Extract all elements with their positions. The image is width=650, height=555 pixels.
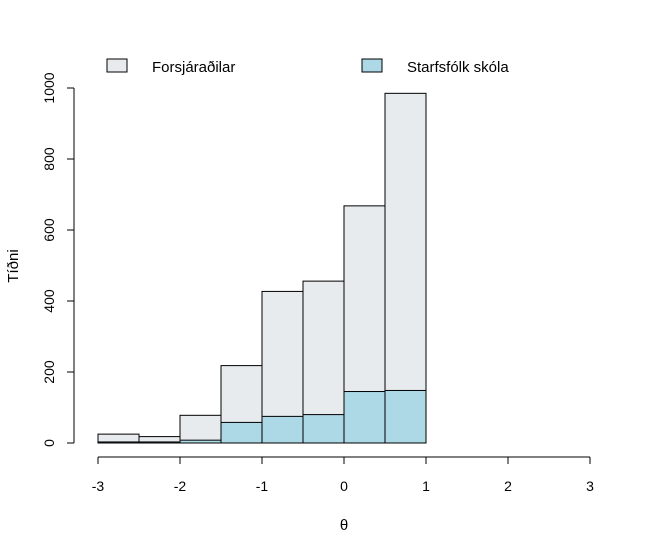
x-tick-label: -3 [92, 478, 105, 494]
bar-starfsfolk-skola-3 [220, 421, 263, 444]
x-tick-label: 0 [340, 478, 348, 494]
bar-starfsfolk-skola-7 [384, 389, 427, 444]
y-tick-label: 1000 [41, 72, 57, 103]
x-tick-label: 2 [504, 478, 512, 494]
y-tick-label: 800 [41, 147, 57, 171]
y-axis: 0 200 400 600 800 1000 [41, 72, 75, 447]
bar-starfsfolk-skola-0 [97, 441, 140, 444]
legend: Forsjáraðilar Starfsfólk skóla [106, 58, 509, 76]
legend-label-starfsfolk-skola: Starfsfólk skóla [407, 59, 509, 76]
x-axis: -3 -2 -1 0 1 2 3 [92, 456, 594, 494]
x-axis-label: θ [340, 517, 348, 534]
bar-forsjaradilar-2 [179, 414, 222, 444]
bars-layer [97, 92, 427, 444]
y-tick-label: 200 [41, 360, 57, 384]
x-tick-label: -1 [256, 478, 269, 494]
y-tick-label: 0 [41, 439, 57, 447]
bar-starfsfolk-skola-4 [261, 415, 304, 444]
y-tick-label: 600 [41, 218, 57, 242]
x-tick-label: 3 [586, 478, 594, 494]
y-tick-label: 400 [41, 289, 57, 313]
legend-swatch-starfsfolk-skola [361, 58, 383, 73]
bar-starfsfolk-skola-5 [302, 414, 345, 444]
y-axis-label: Tíðni [5, 249, 22, 282]
x-tick-label: -2 [174, 478, 187, 494]
legend-label-forsjaradilar: Forsjáraðilar [152, 59, 235, 76]
x-tick-label: 1 [422, 478, 430, 494]
bar-starfsfolk-skola-1 [138, 441, 181, 444]
bar-forsjaradilar-7 [384, 92, 427, 444]
legend-swatch-forsjaradilar [106, 58, 128, 73]
bar-starfsfolk-skola-2 [179, 439, 222, 444]
bar-starfsfolk-skola-6 [343, 391, 386, 444]
